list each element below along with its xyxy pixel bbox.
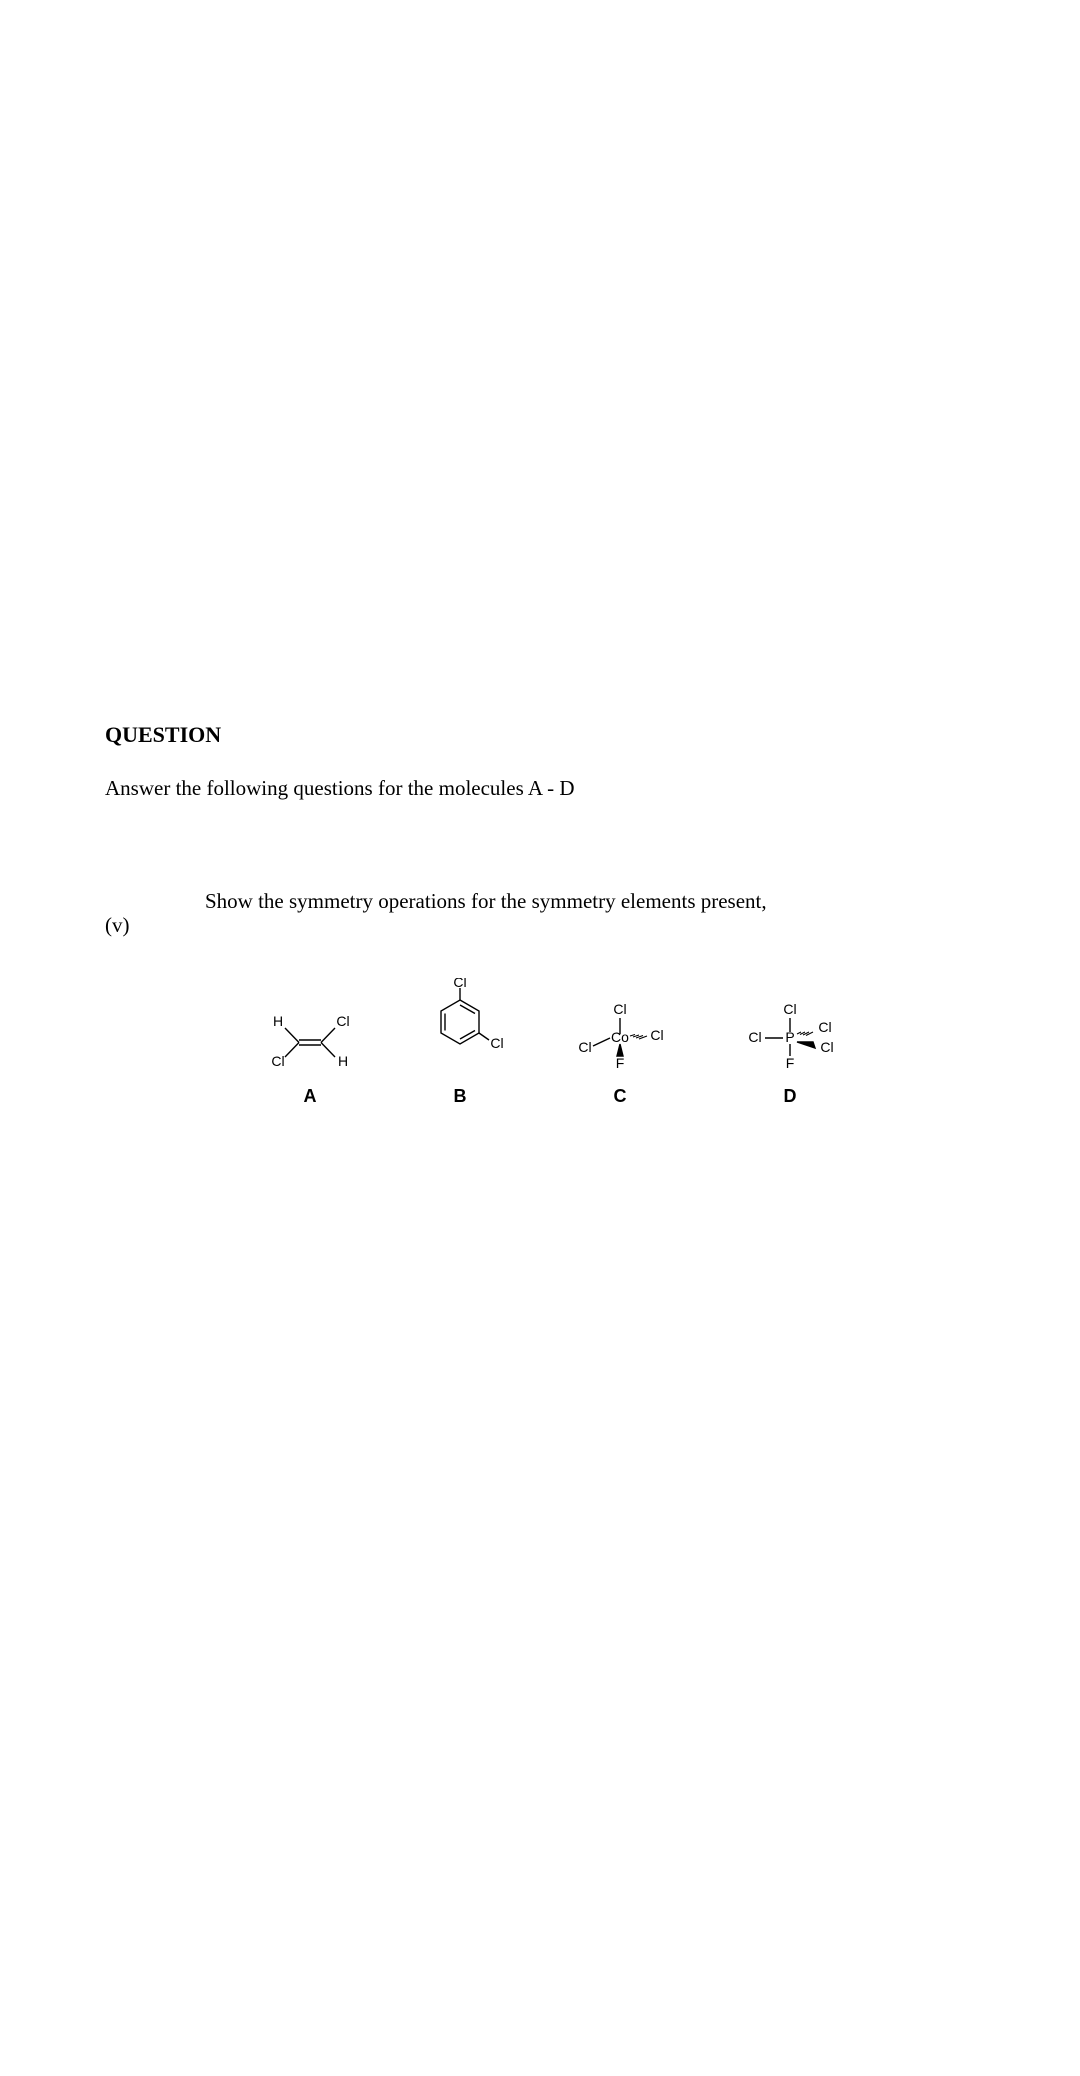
- atom-cl: Cl: [613, 1001, 626, 1017]
- molecule-b-structure: Cl Cl: [415, 978, 505, 1078]
- atom-f: F: [616, 1055, 625, 1071]
- question-heading: QUESTION: [105, 722, 975, 748]
- atom-cl: Cl: [818, 1019, 831, 1035]
- molecule-d-structure: P Cl Cl Cl Cl F: [735, 998, 845, 1078]
- molecule-d: P Cl Cl Cl Cl F D: [735, 998, 845, 1107]
- molecule-d-label: D: [784, 1086, 797, 1107]
- atom-f: F: [786, 1055, 795, 1071]
- atom-cl: Cl: [650, 1027, 663, 1043]
- atom-co: Co: [611, 1029, 629, 1045]
- intro-text: Answer the following questions for the m…: [105, 776, 975, 801]
- atom-cl: Cl: [490, 1035, 503, 1051]
- molecule-c-structure: Co Cl Cl Cl F: [565, 998, 675, 1078]
- document-content: QUESTION Answer the following questions …: [105, 722, 975, 1107]
- part-row: (v) Show the symmetry operations for the…: [105, 889, 975, 938]
- molecule-b-label: B: [454, 1086, 467, 1107]
- atom-cl: Cl: [783, 1001, 796, 1017]
- molecule-a-label: A: [304, 1086, 317, 1107]
- molecule-c: Co Cl Cl Cl F C: [565, 998, 675, 1107]
- atom-cl: Cl: [748, 1029, 761, 1045]
- molecules-row: H Cl Cl H A Cl: [265, 978, 975, 1107]
- atom-p: P: [785, 1029, 794, 1045]
- atom-cl: Cl: [578, 1039, 591, 1055]
- atom-cl: Cl: [336, 1013, 349, 1029]
- atom-cl: Cl: [453, 978, 466, 990]
- atom-h: H: [338, 1053, 348, 1069]
- atom-cl: Cl: [271, 1053, 284, 1069]
- molecule-c-label: C: [614, 1086, 627, 1107]
- molecule-b: Cl Cl B: [415, 978, 505, 1107]
- atom-h: H: [273, 1013, 283, 1029]
- part-marker: (v): [105, 889, 205, 938]
- molecule-a-structure: H Cl Cl H: [265, 1008, 355, 1078]
- part-text: Show the symmetry operations for the sym…: [205, 889, 975, 914]
- molecule-a: H Cl Cl H A: [265, 1008, 355, 1107]
- atom-cl: Cl: [820, 1039, 833, 1055]
